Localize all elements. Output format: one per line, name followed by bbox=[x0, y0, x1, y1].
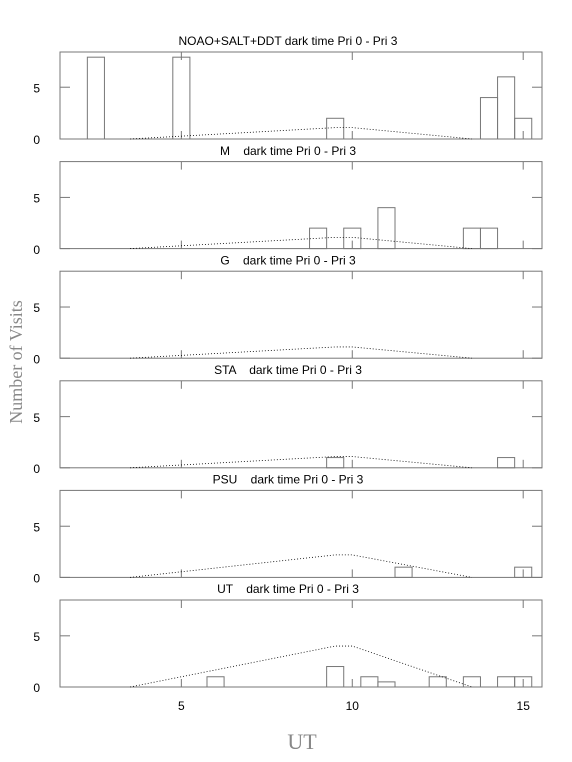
expected-curve bbox=[130, 456, 472, 469]
panel: NOAO+SALT+DDT dark time Pri 0 - Pri 3 0 5 bbox=[33, 34, 543, 147]
y-tick-label: 0 bbox=[33, 243, 40, 257]
plot-frame bbox=[59, 51, 543, 140]
histogram-bar bbox=[326, 457, 345, 469]
histogram-bar bbox=[497, 676, 516, 688]
histogram-bar bbox=[326, 117, 345, 140]
y-tick-label: 0 bbox=[33, 133, 40, 147]
y-tick-label: 5 bbox=[33, 192, 40, 206]
y-tick-label: 5 bbox=[33, 520, 40, 534]
plot-frame bbox=[59, 599, 543, 688]
plot-frame bbox=[59, 270, 543, 359]
panel-title: M dark time Pri 0 - Pri 3 bbox=[220, 144, 356, 158]
histogram-bar bbox=[428, 676, 447, 688]
panel-title: G dark time Pri 0 - Pri 3 bbox=[220, 253, 356, 267]
x-axis-label: UT bbox=[287, 729, 317, 754]
panel-title: NOAO+SALT+DDT dark time Pri 0 - Pri 3 bbox=[179, 34, 398, 48]
expected-curve bbox=[130, 236, 472, 249]
y-tick-label: 0 bbox=[33, 681, 40, 695]
histogram-bar bbox=[479, 97, 499, 140]
x-tick-label: 10 bbox=[346, 699, 360, 713]
histogram-bar bbox=[514, 566, 533, 578]
panel-title: STA dark time Pri 0 - Pri 3 bbox=[214, 363, 362, 377]
expected-curve bbox=[130, 127, 472, 140]
histogram-bar bbox=[360, 676, 379, 688]
y-tick-label: 5 bbox=[33, 411, 40, 425]
x-tick-label: 15 bbox=[517, 699, 531, 713]
panel: G dark time Pri 0 - Pri 3 0 5 bbox=[33, 253, 543, 366]
plot-frame bbox=[59, 380, 543, 469]
panel: PSU dark time Pri 0 - Pri 3 0 5 bbox=[33, 473, 543, 586]
panel-title: PSU dark time Pri 0 - Pri 3 bbox=[213, 473, 364, 487]
histogram-bar bbox=[206, 676, 225, 688]
histogram-bar bbox=[86, 56, 105, 140]
y-tick-label: 0 bbox=[33, 462, 40, 476]
panel-title: UT dark time Pri 0 - Pri 3 bbox=[217, 582, 359, 596]
y-axis-label: Number of Visits bbox=[6, 300, 26, 424]
histogram-bar bbox=[377, 681, 396, 688]
y-tick-label: 5 bbox=[33, 630, 40, 644]
histogram-bar bbox=[309, 227, 328, 250]
histogram-bar bbox=[462, 676, 481, 688]
y-tick-label: 5 bbox=[33, 81, 40, 95]
x-tick-label: 5 bbox=[178, 699, 185, 713]
histogram-bar bbox=[462, 227, 481, 250]
histogram-bar bbox=[497, 457, 516, 469]
panel: STA dark time Pri 0 - Pri 3 0 5 bbox=[33, 363, 543, 476]
histogram-bar bbox=[479, 227, 499, 250]
plot-frame bbox=[59, 489, 543, 578]
expected-curve bbox=[130, 346, 472, 359]
y-tick-label: 5 bbox=[33, 301, 40, 315]
histogram-bar bbox=[394, 566, 413, 578]
histogram-bar bbox=[514, 117, 533, 140]
panel: M dark time Pri 0 - Pri 3 0 5 bbox=[33, 144, 543, 257]
y-tick-label: 0 bbox=[33, 352, 40, 366]
histogram-bar bbox=[497, 76, 516, 140]
histogram-bar bbox=[514, 676, 533, 688]
histogram-bar bbox=[172, 56, 191, 140]
histogram-bar bbox=[377, 207, 396, 250]
histogram-bar bbox=[326, 666, 345, 688]
panel: UT dark time Pri 0 - Pri 3 0 5 5 10 15 bbox=[33, 582, 543, 713]
y-tick-label: 0 bbox=[33, 572, 40, 586]
plot-frame bbox=[59, 161, 543, 250]
